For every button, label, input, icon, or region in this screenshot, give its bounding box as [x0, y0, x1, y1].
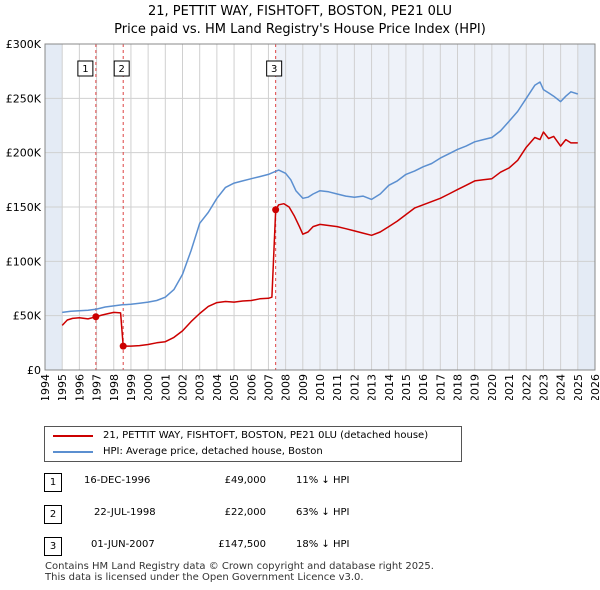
x-tick-label: 1995	[56, 374, 69, 400]
x-tick-label: 2002	[177, 374, 190, 400]
transaction-marker-label: 3	[271, 64, 277, 75]
y-tick-label: £100K	[6, 255, 42, 268]
x-tick-label: 2023	[537, 374, 550, 400]
transaction-price: £49,000	[224, 475, 266, 486]
sale-point	[272, 206, 280, 214]
transaction-date: 16-DEC-1996	[84, 475, 151, 486]
x-tick-label: 2019	[469, 374, 482, 400]
x-tick-label: 2013	[366, 374, 379, 400]
x-tick-label: 2024	[555, 374, 568, 400]
y-tick-label: £300K	[6, 38, 42, 51]
x-tick-label: 2011	[331, 374, 344, 400]
x-tick-label: 2014	[383, 374, 396, 400]
x-tick-label: 2009	[297, 374, 310, 400]
x-tick-label: 1999	[125, 374, 138, 400]
y-tick-label: £0	[27, 364, 41, 377]
series-line-hpi	[62, 81, 579, 314]
x-tick-label: 2012	[348, 374, 361, 400]
y-tick-label: £150K	[6, 201, 42, 214]
price-chart: £0 £50K £100K £150K £200K £250K £300K 1994 1995 1…	[6, 38, 600, 400]
transaction-row: 2 22-JUL-1998 £22,000 63% ↓ HPI	[44, 505, 444, 525]
x-tick-label: 2007	[262, 374, 275, 400]
transaction-hpi-diff: 63% ↓ HPI	[296, 507, 350, 518]
x-tick-label: 2026	[589, 374, 600, 400]
transaction-marker-box	[77, 60, 94, 77]
transaction-number: 1	[44, 473, 62, 492]
y-tick-label: £50K	[13, 310, 42, 323]
x-tick-label: 2003	[194, 374, 207, 400]
x-tick-label: 2020	[486, 374, 499, 400]
x-tick-label: 2021	[503, 374, 516, 400]
y-tick-label: £250K	[6, 92, 42, 105]
series-line-property	[61, 131, 578, 347]
footer-license: This data is licensed under the Open Gov…	[45, 572, 364, 583]
plot-border	[44, 43, 596, 371]
transaction-marker-label: 1	[82, 64, 88, 75]
transaction-hpi-diff: 18% ↓ HPI	[296, 539, 350, 550]
x-tick-label: 1998	[108, 374, 121, 400]
transaction-row: 3 01-JUN-2007 £147,500 18% ↓ HPI	[44, 537, 444, 557]
legend-label-hpi: HPI: Average price, detached house, Bost…	[103, 446, 323, 457]
x-tick-label: 1994	[39, 374, 52, 400]
x-tick-label: 2016	[417, 374, 430, 400]
y-tick-label: £200K	[6, 147, 42, 160]
x-tick-label: 1996	[73, 374, 86, 400]
x-tick-label: 2015	[400, 374, 413, 400]
legend-swatch-property	[53, 435, 93, 437]
legend-label-property: 21, PETTIT WAY, FISHTOFT, BOSTON, PE21 0…	[103, 430, 429, 441]
transaction-hpi-diff: 11% ↓ HPI	[296, 475, 350, 486]
transaction-marker-label: 2	[119, 64, 125, 75]
chart-subtitle: Price paid vs. HM Land Registry's House …	[114, 22, 486, 37]
footer-copyright: Contains HM Land Registry data © Crown c…	[45, 561, 434, 572]
legend: 21, PETTIT WAY, FISHTOFT, BOSTON, PE21 0…	[44, 426, 462, 462]
transaction-marker-box	[113, 60, 130, 77]
chart-title: 21, PETTIT WAY, FISHTOFT, BOSTON, PE21 0…	[147, 4, 453, 19]
x-tick-label: 2008	[280, 374, 293, 400]
x-tick-label: 2010	[314, 374, 327, 400]
x-tick-label: 2022	[520, 374, 533, 400]
transaction-price: £147,500	[218, 539, 266, 550]
transaction-price: £22,000	[224, 507, 266, 518]
x-tick-label: 1997	[91, 374, 104, 400]
transaction-date: 22-JUL-1998	[94, 507, 156, 518]
transaction-row: 1 16-DEC-1996 £49,000 11% ↓ HPI	[44, 473, 444, 493]
x-tick-label: 2001	[159, 374, 172, 400]
transaction-marker-box	[266, 60, 283, 77]
transaction-date: 01-JUN-2007	[91, 539, 155, 550]
sale-point	[119, 342, 127, 350]
x-tick-label: 2005	[228, 374, 241, 400]
x-tick-label: 2006	[245, 374, 258, 400]
x-tick-label: 2017	[434, 374, 447, 400]
sale-point	[92, 313, 100, 321]
x-tick-label: 2025	[572, 374, 585, 400]
transaction-number: 2	[44, 505, 62, 524]
x-tick-label: 2004	[211, 374, 224, 400]
legend-swatch-hpi	[53, 451, 93, 453]
x-tick-label: 2000	[142, 374, 155, 400]
x-tick-label: 2018	[452, 374, 465, 400]
transaction-number: 3	[44, 537, 62, 556]
